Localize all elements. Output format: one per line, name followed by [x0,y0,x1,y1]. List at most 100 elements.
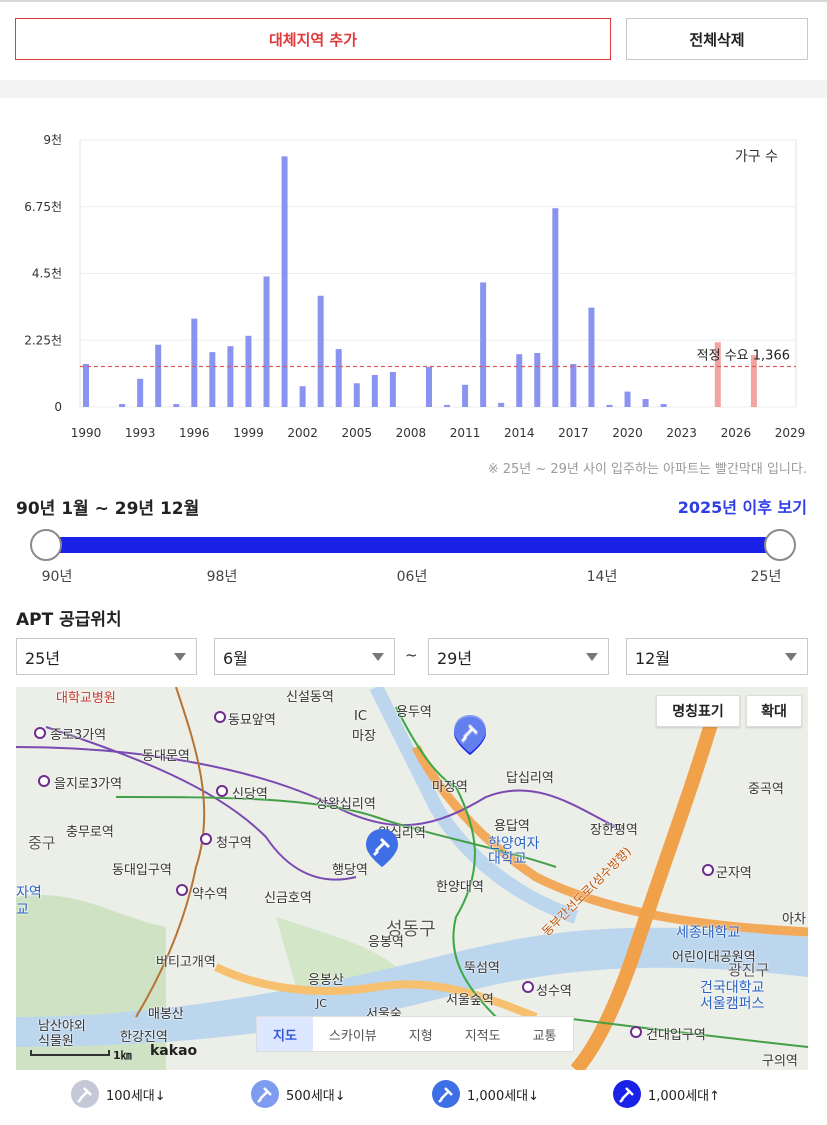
y-tick-label: 9천 [43,132,62,147]
map-label: 어린이대공원역 [672,950,756,965]
bar [444,404,451,407]
map-label: 용두역 [396,705,432,720]
slider-tick-label: 25년 [750,569,782,585]
map-label: 신당역 [232,787,268,802]
apt-supply-location-title: APT 공급위치 [16,610,122,630]
from-year-select[interactable]: 25년 [16,638,197,675]
bar [281,156,288,407]
x-tick-label: 2029 [775,426,806,440]
map-label: 충무로역 [66,825,114,840]
to-year-value: 29년 [437,648,473,668]
station-marker [522,981,534,993]
bar [534,353,541,407]
map-label: 서울숲역 [446,993,494,1008]
station-marker [216,785,228,797]
from-year-value: 25년 [25,648,61,668]
supply-location-map[interactable]: 대학교병원 신설동역 용두역 종로3가역 동묘앞역 IC 마장 동대문역 답십리… [16,687,808,1070]
map-label: 마장역 [432,780,468,795]
y-tick-label: 6.75천 [24,199,62,214]
tab-terrain[interactable]: 지형 [408,1028,433,1044]
tab-cadastral[interactable]: 지적도 [464,1028,501,1044]
chart-note: ※ 25년 ~ 29년 사이 입주하는 아파트는 빨간막대 입니다. [487,462,807,477]
map-label: 교 [16,902,29,918]
bar [570,363,577,407]
dropdown-arrow-icon [785,653,797,661]
station-marker [38,775,50,787]
to-month-value: 12월 [635,648,671,668]
tab-map[interactable]: 지도 [257,1017,313,1051]
legend-label: 500세대↓ [286,1088,346,1104]
x-tick-label: 2008 [396,426,427,440]
map-label: 동대입구역 [112,863,172,878]
map-label: 성동구 [386,919,436,940]
map-label: 용답역 [494,819,530,834]
map-label: 뚝섬역 [464,961,500,976]
map-label: 마장 [352,729,376,744]
to-year-select[interactable]: 29년 [428,638,609,675]
tab-skyview[interactable]: 스카이뷰 [328,1028,377,1044]
delete-all-button[interactable]: 전체삭제 [626,18,808,60]
bar [588,307,595,407]
to-month-select[interactable]: 12월 [626,638,808,675]
y-tick-label: 4.5천 [32,266,62,281]
bar [642,398,649,407]
map-base [16,687,808,1070]
map-label: 중곡역 [748,782,784,797]
x-tick-label: 1993 [125,426,156,440]
slider-tick-label: 90년 [41,569,73,585]
slider-tick-label: 06년 [396,569,428,585]
map-label: 남산야외 식물원 [38,1019,86,1049]
period-slider-track[interactable] [46,537,780,553]
bar [624,391,631,407]
map-label: 응봉역 [368,935,404,950]
station-marker [200,833,212,845]
x-tick-label: 1996 [179,426,210,440]
from-month-select[interactable]: 6월 [214,638,395,675]
bar [389,371,396,407]
view-after-2025-link[interactable]: 2025년 이후 보기 [677,498,807,517]
slider-end-handle[interactable] [764,529,796,561]
map-label: 아차 [782,912,806,927]
map-label: 청구역 [216,836,252,851]
map-label: 응봉산 [308,973,344,988]
bar [263,276,270,407]
map-label: 구의역 [762,1054,798,1069]
tab-traffic[interactable]: 교통 [532,1028,557,1044]
map-label: 을지로3가역 [54,777,123,792]
top-divider [0,0,827,2]
x-tick-label: 2023 [666,426,697,440]
y-tick-label: 0 [54,400,62,414]
station-marker [176,884,188,896]
map-label: 매봉산 [148,1007,184,1022]
slider-tick-label: 98년 [206,569,238,585]
bar [353,383,360,407]
section-divider [0,80,827,98]
legend-item-500: 500세대↓ [250,1079,346,1109]
y-tick-label: 2.25천 [24,332,62,347]
x-tick-label: 2005 [341,426,372,440]
bar [371,374,378,407]
bar [227,346,234,407]
reference-line-label: 적정 수요 1,366 [697,348,790,363]
map-label: 한강진역 [120,1030,168,1045]
show-names-button[interactable]: 명칭표기 [656,695,740,727]
apt-1000-marker[interactable] [364,827,400,869]
map-label: 버티고개역 [156,955,216,970]
dropdown-arrow-icon [372,653,384,661]
bar [191,318,198,407]
dropdown-arrow-icon [174,653,186,661]
station-marker [214,711,226,723]
add-alternative-region-button[interactable]: 대체지역 추가 [15,18,611,60]
map-label: 약수역 [192,887,228,902]
bar [462,384,469,407]
x-tick-label: 1999 [233,426,264,440]
slider-start-handle[interactable] [30,529,62,561]
zoom-button[interactable]: 확대 [746,695,802,727]
bar [245,335,252,407]
bar [425,366,432,407]
bar [552,208,559,407]
legend-item-100: 100세대↓ [70,1079,166,1109]
map-label: 장한평역 [590,823,638,838]
apt-500-marker[interactable] [452,713,488,755]
